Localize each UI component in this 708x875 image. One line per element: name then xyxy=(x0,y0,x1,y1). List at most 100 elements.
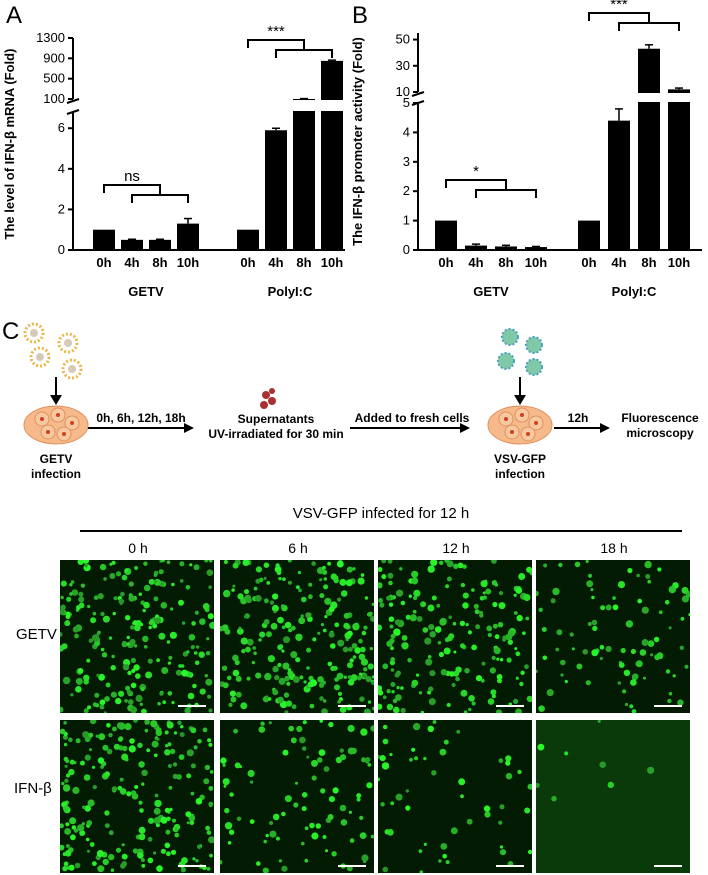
micrograph-background xyxy=(378,720,532,873)
gfp-cell xyxy=(83,708,89,713)
gfp-cell xyxy=(506,657,512,663)
gfp-cell xyxy=(130,706,138,713)
gfp-cell xyxy=(576,663,583,670)
gfp-cell xyxy=(599,656,603,661)
gfp-cell xyxy=(122,745,128,752)
gfp-cell xyxy=(497,622,504,628)
gfp-cell xyxy=(124,568,128,572)
gfp-cell xyxy=(171,701,175,705)
gfp-cell xyxy=(186,749,194,757)
gfp-cell xyxy=(265,695,269,699)
gfp-cell xyxy=(451,682,456,688)
gfp-cell xyxy=(207,694,212,699)
gfp-cell xyxy=(389,638,395,644)
gfp-cell xyxy=(457,562,464,569)
gfp-cell xyxy=(617,681,622,685)
sig-bracket xyxy=(103,184,161,193)
gfp-cell xyxy=(71,589,79,596)
micrograph-canvas xyxy=(378,560,532,713)
gfp-cell xyxy=(121,843,125,847)
gfp-cell xyxy=(394,619,401,626)
gfp-cell xyxy=(462,592,469,599)
gfp-cell xyxy=(315,823,321,829)
gfp-cell xyxy=(104,771,110,777)
gfp-cell xyxy=(322,565,326,570)
gfp-cell xyxy=(166,640,171,644)
gfp-cell xyxy=(432,720,437,724)
gfp-cell xyxy=(147,836,153,842)
gfp-cell xyxy=(64,778,69,783)
sig-label: *** xyxy=(610,0,628,13)
gfp-cell xyxy=(304,858,309,863)
gfp-cell xyxy=(378,703,383,710)
gfp-cell xyxy=(250,780,254,784)
gfp-cell xyxy=(491,655,496,660)
gfp-cell xyxy=(186,821,190,825)
gfp-cell xyxy=(487,698,495,705)
gfp-cell xyxy=(647,766,655,774)
gfp-cell xyxy=(126,642,130,646)
gfp-cell xyxy=(69,759,75,765)
gfp-cell xyxy=(275,836,280,841)
gfp-cell xyxy=(208,708,213,713)
gfp-cell xyxy=(319,696,324,701)
gfp-cell xyxy=(190,645,195,650)
gfp-cell xyxy=(172,762,178,767)
gfp-cell xyxy=(309,703,315,709)
gfp-cell xyxy=(298,617,306,625)
gfp-cell xyxy=(77,668,84,674)
gfp-cell xyxy=(446,576,452,582)
gfp-cell xyxy=(229,690,236,697)
gfp-cell xyxy=(306,647,312,653)
gfp-cell xyxy=(272,665,279,673)
gfp-cell xyxy=(227,841,232,845)
y-tick-label: 10 xyxy=(396,84,410,99)
right-arrow-icon xyxy=(184,423,194,433)
gfp-cell xyxy=(224,628,231,635)
gfp-cell xyxy=(412,609,417,614)
gfp-cell xyxy=(139,808,144,813)
gfp-cell xyxy=(226,675,232,681)
gfp-cell xyxy=(356,797,361,802)
gfp-cell xyxy=(205,678,213,686)
gfp-cell xyxy=(524,807,531,814)
gfp-cell xyxy=(618,662,625,668)
gfp-cell xyxy=(209,621,214,629)
gfp-cell xyxy=(77,560,84,565)
gfp-cell xyxy=(494,634,500,640)
gfp-cell xyxy=(224,822,233,830)
gfp-cell xyxy=(237,593,244,600)
gfp-cell xyxy=(591,595,595,600)
gfp-cell xyxy=(453,650,457,654)
gfp-cell xyxy=(474,609,480,615)
gfp-cell xyxy=(345,579,353,587)
gfp-cell xyxy=(101,652,108,658)
gfp-cell xyxy=(418,691,423,695)
gfp-cell xyxy=(452,621,457,626)
gfp-cell xyxy=(427,655,432,659)
x-tick-label: 4h xyxy=(124,255,139,270)
gfp-cell xyxy=(97,593,104,600)
gfp-cell xyxy=(90,720,97,725)
gfp-cell xyxy=(384,829,390,835)
gfp-cell xyxy=(396,686,400,690)
gfp-cell xyxy=(515,587,523,594)
gfp-cell xyxy=(363,625,368,630)
gfp-cell xyxy=(555,647,560,652)
gfp-cell xyxy=(630,648,636,655)
gfp-cell xyxy=(66,596,72,602)
gfp-cell xyxy=(624,702,629,707)
column-header: 0 h xyxy=(128,540,148,556)
y-tick-label: 50 xyxy=(396,32,410,47)
gfp-cell xyxy=(411,570,419,578)
gfp-cell xyxy=(69,817,77,825)
gfp-cell xyxy=(266,581,271,585)
bar xyxy=(237,229,259,250)
gfp-cell xyxy=(260,721,265,726)
gfp-cell xyxy=(72,626,80,633)
gfp-cell xyxy=(281,625,286,629)
gfp-cell xyxy=(228,829,235,835)
gfp-cell xyxy=(138,833,146,841)
gfp-cell xyxy=(378,754,381,759)
gfp-cell xyxy=(345,634,351,640)
